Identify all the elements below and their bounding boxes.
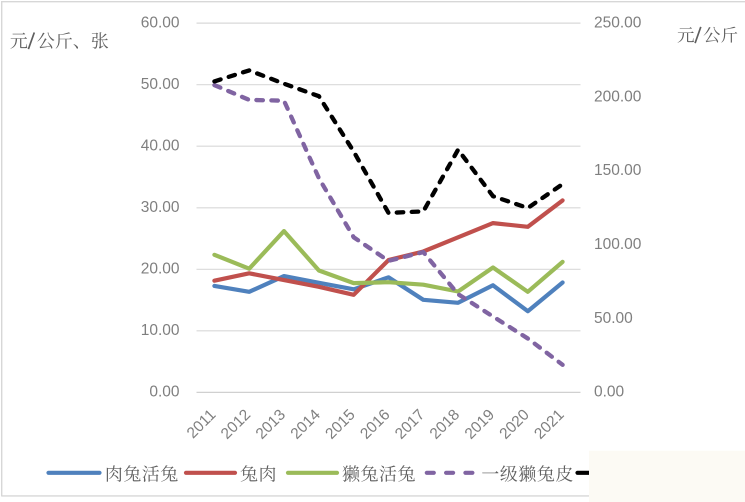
svg-text:20.00: 20.00 bbox=[141, 261, 180, 278]
svg-text:40.00: 40.00 bbox=[141, 138, 180, 155]
svg-text:60.00: 60.00 bbox=[141, 14, 180, 31]
svg-text:30.00: 30.00 bbox=[141, 199, 180, 216]
svg-text:50.00: 50.00 bbox=[594, 310, 633, 327]
svg-text:250.00: 250.00 bbox=[594, 14, 642, 31]
svg-text:50.00: 50.00 bbox=[141, 76, 180, 93]
svg-text:200.00: 200.00 bbox=[594, 88, 642, 105]
svg-text:100.00: 100.00 bbox=[594, 236, 642, 253]
svg-text:10.00: 10.00 bbox=[141, 322, 180, 339]
svg-text:150.00: 150.00 bbox=[594, 162, 642, 179]
svg-text:0.00: 0.00 bbox=[149, 384, 180, 401]
svg-text:0.00: 0.00 bbox=[594, 384, 625, 401]
